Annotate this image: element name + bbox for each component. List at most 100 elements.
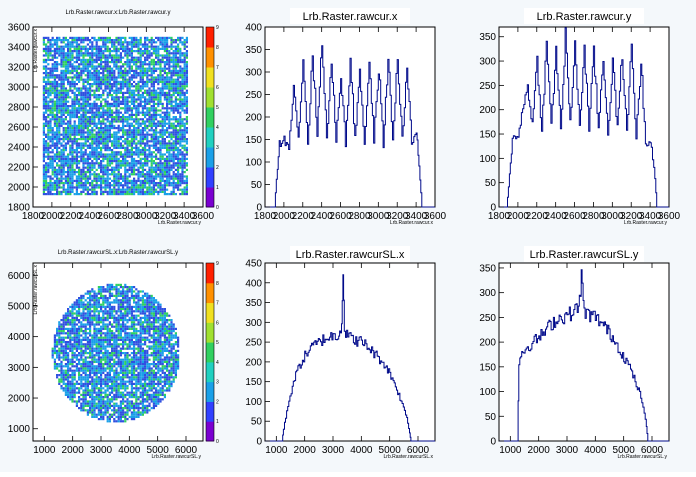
heatmap-cell bbox=[43, 169, 45, 171]
heatmap-cell bbox=[67, 175, 69, 177]
heatmap-cell bbox=[113, 43, 115, 45]
heatmap-cell bbox=[170, 158, 172, 160]
heatmap-cell bbox=[109, 90, 111, 92]
heatmap-cell bbox=[78, 39, 80, 41]
heatmap-cell bbox=[80, 98, 82, 100]
heatmap-cell bbox=[76, 191, 78, 193]
heatmap-cell bbox=[177, 125, 179, 127]
heatmap-cell bbox=[102, 400, 104, 402]
heatmap-cell bbox=[186, 81, 188, 83]
heatmap-cell bbox=[148, 171, 150, 173]
heatmap-cell bbox=[179, 74, 181, 76]
heatmap-cell bbox=[181, 180, 183, 182]
heatmap-cell bbox=[98, 180, 100, 182]
heatmap-cell bbox=[155, 184, 157, 186]
heatmap-cell bbox=[115, 90, 117, 92]
heatmap-cell bbox=[96, 87, 98, 89]
heatmap-cell bbox=[87, 127, 89, 129]
heatmap-cell bbox=[131, 136, 133, 138]
heatmap-cell bbox=[54, 160, 56, 162]
heatmap-cell bbox=[170, 46, 172, 48]
heatmap-cell bbox=[142, 147, 144, 149]
heatmap-cell bbox=[179, 134, 181, 136]
heatmap-cell bbox=[91, 134, 93, 136]
heatmap-cell bbox=[159, 61, 161, 63]
heatmap-cell bbox=[129, 114, 131, 116]
heatmap-cell bbox=[89, 374, 91, 376]
heatmap-cell bbox=[113, 158, 115, 160]
heatmap-cell bbox=[100, 330, 102, 332]
heatmap-cell bbox=[181, 109, 183, 111]
heatmap-cell bbox=[115, 65, 117, 67]
heatmap-cell bbox=[80, 326, 82, 328]
heatmap-cell bbox=[153, 162, 155, 164]
heatmap-cell bbox=[78, 156, 80, 158]
heatmap-cell bbox=[144, 182, 146, 184]
heatmap-cell bbox=[85, 304, 87, 306]
heatmap-cell bbox=[173, 171, 175, 173]
heatmap-cell bbox=[96, 109, 98, 111]
heatmap-cell bbox=[43, 127, 45, 129]
heatmap-cell bbox=[91, 411, 93, 413]
heatmap-cell bbox=[67, 171, 69, 173]
heatmap-cell bbox=[118, 182, 120, 184]
heatmap-cell bbox=[126, 145, 128, 147]
heatmap-cell bbox=[166, 149, 168, 151]
heatmap-cell bbox=[47, 142, 49, 144]
heatmap-cell bbox=[144, 83, 146, 85]
heatmap-cell bbox=[122, 191, 124, 193]
heatmap-cell bbox=[142, 162, 144, 164]
heatmap-cell bbox=[85, 142, 87, 144]
heatmap-cell bbox=[170, 145, 172, 147]
heatmap-cell bbox=[168, 96, 170, 98]
heatmap-cell bbox=[102, 359, 104, 361]
heatmap-cell bbox=[142, 114, 144, 116]
heatmap-cell bbox=[87, 304, 89, 306]
heatmap-cell bbox=[87, 409, 89, 411]
heatmap-cell bbox=[96, 90, 98, 92]
heatmap-cell bbox=[87, 356, 89, 358]
heatmap-cell bbox=[122, 94, 124, 96]
heatmap-cell bbox=[91, 50, 93, 52]
heatmap-cell bbox=[129, 107, 131, 109]
heatmap-cell bbox=[164, 160, 166, 162]
heatmap-cell bbox=[65, 374, 67, 376]
heatmap-cell bbox=[87, 98, 89, 100]
heatmap-cell bbox=[87, 129, 89, 131]
heatmap-cell bbox=[175, 173, 177, 175]
heatmap-cell bbox=[102, 367, 104, 369]
heatmap-cell bbox=[168, 136, 170, 138]
heatmap-cell bbox=[162, 74, 164, 76]
heatmap-cell bbox=[111, 149, 113, 151]
heatmap-cell bbox=[133, 50, 135, 52]
heatmap-cell bbox=[173, 184, 175, 186]
heatmap-cell bbox=[166, 81, 168, 83]
heatmap-cell bbox=[122, 156, 124, 158]
heatmap-cell bbox=[144, 41, 146, 43]
heatmap-cell bbox=[98, 319, 100, 321]
heatmap-cell bbox=[87, 87, 89, 89]
heatmap-cell bbox=[91, 151, 93, 153]
heatmap-cell bbox=[82, 400, 84, 402]
heatmap-cell bbox=[159, 147, 161, 149]
heatmap-cell bbox=[118, 131, 120, 133]
heatmap-cell bbox=[76, 76, 78, 78]
heatmap-cell bbox=[135, 149, 137, 151]
heatmap-cell bbox=[135, 74, 137, 76]
heatmap-cell bbox=[67, 125, 69, 127]
heatmap-cell bbox=[102, 372, 104, 374]
heatmap-cell bbox=[126, 175, 128, 177]
heatmap-cell bbox=[131, 39, 133, 41]
heatmap-cell bbox=[58, 378, 60, 380]
y-axis-label: Lrb.Raster.rawcur.x bbox=[33, 29, 39, 73]
heatmap-cell bbox=[96, 348, 98, 350]
heatmap-cell bbox=[118, 184, 120, 186]
heatmap-cell bbox=[179, 149, 181, 151]
heatmap-cell bbox=[78, 116, 80, 118]
heatmap-cell bbox=[151, 41, 153, 43]
heatmap-cell bbox=[76, 370, 78, 372]
heatmap-cell bbox=[181, 98, 183, 100]
heatmap-cell bbox=[155, 131, 157, 133]
heatmap-cell bbox=[85, 363, 87, 365]
